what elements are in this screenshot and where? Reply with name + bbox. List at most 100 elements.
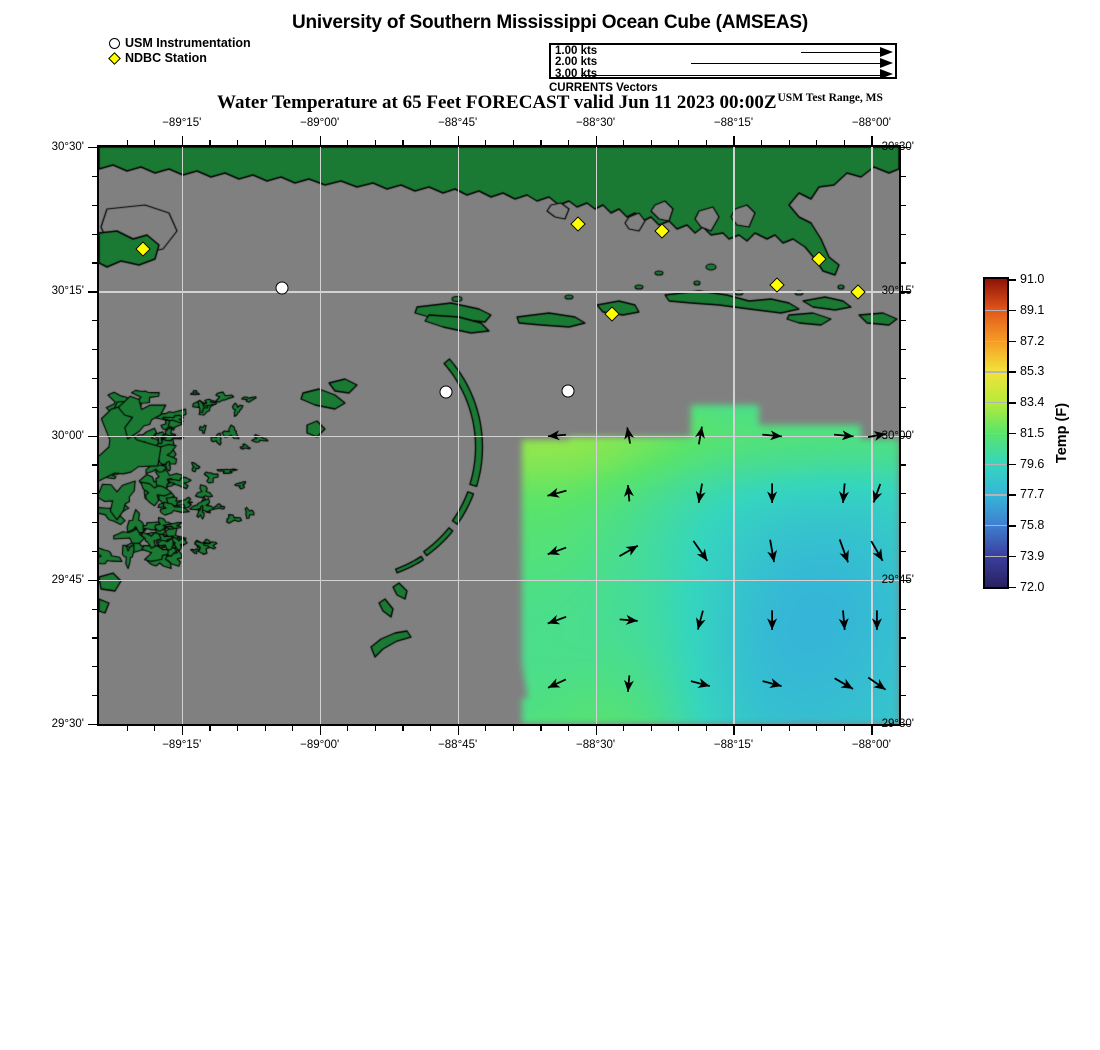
axis-minor-tick <box>761 724 763 731</box>
current-vector <box>762 678 782 688</box>
current-vector <box>619 614 638 625</box>
lat-tick-label-left: 29°30' <box>51 718 84 730</box>
usm-instrumentation-marker[interactable] <box>561 384 575 398</box>
vector-legend-label: 2.00 kts <box>555 56 598 69</box>
legend-label-usm: USM Instrumentation <box>125 36 251 51</box>
colorbar-tick <box>1007 340 1016 343</box>
current-vector <box>624 675 634 692</box>
vector-legend-shaft <box>581 74 881 76</box>
axis-tick <box>181 724 184 735</box>
axis-minor-tick <box>236 724 239 731</box>
lon-tick-label-bottom: −88°15' <box>713 739 754 751</box>
lon-tick-label-top: −88°15' <box>713 117 754 129</box>
colorbar-inner-tick <box>985 340 1007 342</box>
colorbar-tick <box>1007 525 1016 527</box>
lon-tick-label-bottom: −89°15' <box>162 739 202 751</box>
axis-minor-tick <box>512 724 514 731</box>
vector-legend-row: 2.00 kts <box>551 56 895 69</box>
axis-minor-tick <box>899 406 906 408</box>
colorbar-inner-tick <box>985 555 1007 558</box>
axis-tick <box>595 724 597 735</box>
vector-legend-label: 1.00 kts <box>555 45 598 57</box>
axis-minor-tick <box>92 493 99 495</box>
axis-minor-tick <box>347 724 349 731</box>
vector-legend-label: 3.00 kts <box>555 67 598 80</box>
axis-minor-tick <box>92 406 99 408</box>
lat-tick-label-right: 30°00' <box>881 429 914 442</box>
lon-tick-label-top: −89°15' <box>162 117 202 129</box>
current-vector <box>767 610 778 630</box>
current-vector <box>834 677 854 690</box>
lon-tick-label-bottom: −89°00' <box>300 739 340 751</box>
current-vector <box>695 483 706 504</box>
axis-minor-tick <box>899 608 906 610</box>
axis-minor-tick <box>92 695 99 697</box>
lat-tick-label-left: 29°45' <box>51 573 84 586</box>
current-vector <box>547 678 567 689</box>
axis-minor-tick <box>209 140 211 147</box>
axis-minor-tick <box>485 140 487 147</box>
current-vector <box>867 676 887 691</box>
colorbar-tick <box>1007 371 1016 373</box>
axis-minor-tick <box>512 140 514 147</box>
axis-tick <box>457 724 459 735</box>
axis-minor-tick <box>678 724 680 731</box>
axis-minor-tick <box>264 140 266 147</box>
current-vector <box>692 540 709 562</box>
axis-minor-tick <box>402 140 404 147</box>
lon-tick-label-top: −88°45' <box>438 117 478 129</box>
axis-minor-tick <box>430 724 432 731</box>
axis-minor-tick <box>788 724 790 731</box>
axis-minor-tick <box>816 724 818 731</box>
axis-minor-tick <box>374 140 377 147</box>
current-vector <box>838 610 849 630</box>
axis-tick <box>733 724 735 735</box>
axis-minor-tick <box>623 140 625 147</box>
axis-minor-tick <box>899 233 906 235</box>
colorbar-tick <box>1007 586 1016 589</box>
axis-minor-tick <box>292 140 294 147</box>
axis-minor-tick <box>899 320 906 322</box>
axis-tick <box>899 435 910 437</box>
colorbar-tick-label: 73.9 <box>1020 548 1045 563</box>
colorbar-tick <box>1007 279 1016 281</box>
current-vector <box>871 610 882 630</box>
axis-minor-tick <box>899 175 906 178</box>
vector-legend-shaft <box>691 63 881 65</box>
colorbar-tick-label: 77.7 <box>1020 487 1045 502</box>
axis-minor-tick <box>92 666 99 668</box>
usm-instrumentation-marker[interactable] <box>275 281 289 295</box>
lat-tick-label-left: 30°30' <box>51 141 84 153</box>
axis-minor-tick <box>899 637 906 639</box>
axis-minor-tick <box>292 724 294 731</box>
colorbar-gradient: 91.0 89.1 87.2 85.3 83.4 81.5 79.6 77.7 75.8 73.9… <box>983 272 1044 594</box>
axis-minor-tick <box>899 204 906 206</box>
axis-tick <box>88 435 99 437</box>
colorbar-tick-label: 79.6 <box>1020 456 1045 471</box>
current-vector <box>839 483 849 504</box>
axis-minor-tick <box>843 140 845 147</box>
axis-minor-tick <box>92 204 99 206</box>
current-vector <box>619 544 639 557</box>
axis-tick <box>899 724 910 726</box>
current-vector <box>547 487 567 498</box>
current-vector <box>547 614 567 625</box>
vector-legend-arrowhead <box>880 57 893 68</box>
colorbar-title: Temp (F) <box>1054 402 1070 464</box>
axis-minor-tick <box>264 724 266 731</box>
axis-minor-tick <box>899 666 906 668</box>
current-vector <box>767 539 777 563</box>
axis-minor-tick <box>540 724 542 731</box>
diamond-icon <box>108 52 121 65</box>
circle-icon <box>108 38 121 49</box>
axis-minor-tick <box>154 724 156 731</box>
lat-tick-label-right: 29°30' <box>881 718 914 730</box>
colorbar-tick-label: 83.4 <box>1020 395 1045 410</box>
axis-minor-tick <box>374 724 377 731</box>
colorbar-tick-label: 85.3 <box>1020 364 1045 379</box>
usm-instrumentation-marker[interactable] <box>439 385 453 399</box>
axis-minor-tick <box>567 724 570 731</box>
graticule-parallel <box>99 435 899 437</box>
graticule-parallel <box>99 291 899 293</box>
axis-minor-tick <box>126 140 128 147</box>
